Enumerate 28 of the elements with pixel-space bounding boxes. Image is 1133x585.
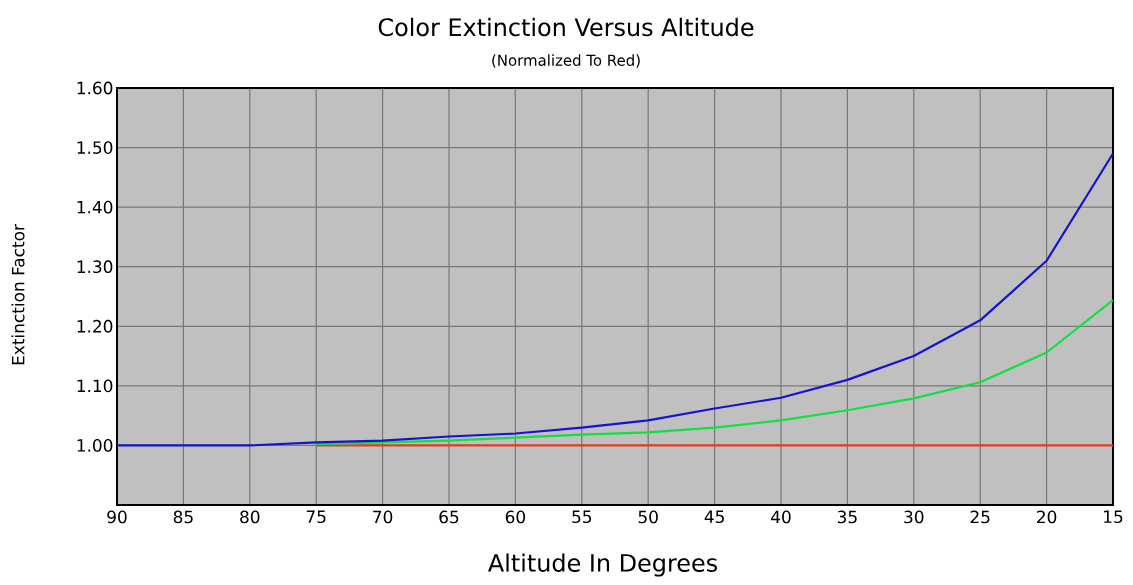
y-tick-label: 1.40 bbox=[77, 200, 113, 214]
x-tick-label: 75 bbox=[306, 510, 326, 524]
x-tick-label: 25 bbox=[970, 510, 990, 524]
y-tick-label: 1.00 bbox=[77, 439, 113, 452]
x-tick-label: 15 bbox=[1104, 510, 1123, 524]
x-axis-title: Altitude In Degrees bbox=[488, 553, 717, 577]
x-tick-label: 50 bbox=[638, 510, 658, 524]
chart-title: Color Extinction Versus Altitude bbox=[378, 17, 754, 37]
y-tick-label: 1.10 bbox=[77, 379, 113, 393]
x-tick-label: 70 bbox=[373, 510, 393, 524]
y-tick-label: 1.30 bbox=[77, 260, 113, 274]
x-tick-label: 55 bbox=[572, 510, 592, 524]
x-tick-label: 20 bbox=[1037, 510, 1057, 524]
chart-subtitle: (Normalized To Red) bbox=[492, 54, 640, 68]
x-tick-label: 45 bbox=[704, 510, 724, 524]
y-tick-label: 1.20 bbox=[77, 319, 113, 333]
x-tick-label: 60 bbox=[505, 510, 526, 524]
x-tick-label: 80 bbox=[240, 510, 260, 524]
y-tick-label: 1.50 bbox=[77, 141, 113, 154]
x-tick-label: 40 bbox=[771, 510, 791, 524]
y-tick-label: 1.60 bbox=[77, 81, 113, 95]
x-tick-label: 30 bbox=[904, 510, 924, 524]
line-series bbox=[315, 298, 1113, 446]
y-axis-title: Extinction Factor bbox=[11, 224, 25, 365]
x-tick-label: 85 bbox=[173, 510, 193, 524]
x-tick-label: 90 bbox=[107, 510, 127, 524]
x-tick-label: 35 bbox=[837, 510, 857, 524]
x-tick-label: 65 bbox=[439, 510, 459, 524]
